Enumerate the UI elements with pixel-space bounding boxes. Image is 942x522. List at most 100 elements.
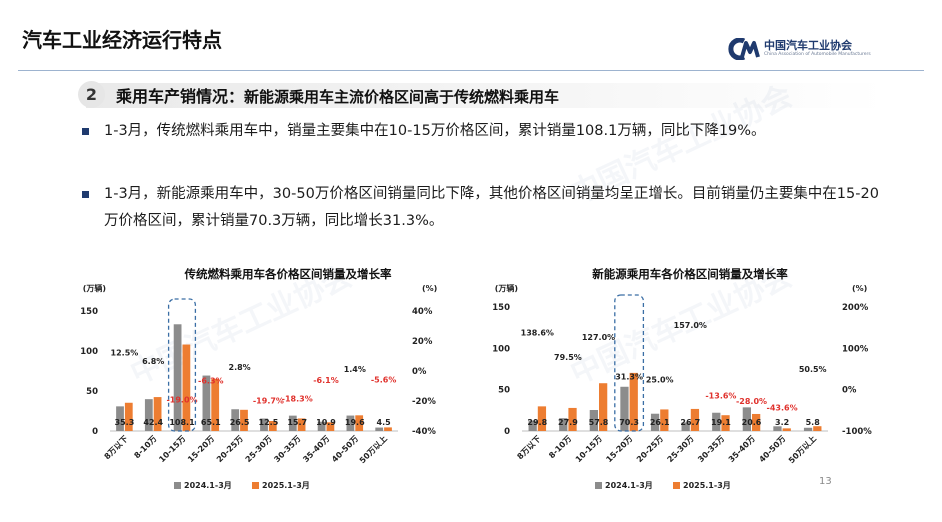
bar-2025 [240,409,248,431]
growth-label: -18.3% [282,394,313,403]
value-label: 27.9 [558,418,578,427]
bar-2024 [288,415,297,431]
bar-2024 [346,415,355,431]
growth-label: -28.0% [736,397,767,406]
header-divider [18,70,924,71]
bar-2025 [599,383,608,431]
value-label: 20.6 [742,418,762,427]
value-label: 70.3 [619,418,639,427]
legend-label-2025: 2025.1-3月 [683,481,731,490]
bar-2024 [375,427,384,431]
bar-2024 [116,406,124,431]
category-label: 8万以下 [515,434,542,461]
section-title-main: 乘用车产销情况： [116,87,245,106]
legend-swatch-2024 [595,482,602,489]
y-axis-unit: (万辆) [83,283,106,293]
bar-2024 [712,412,721,431]
value-label: 29.8 [527,418,547,427]
value-label: 15.7 [287,418,307,427]
bar-2025 [537,406,547,431]
growth-label: -19.7% [253,397,284,406]
growth-label: 138.6% [521,328,554,337]
caam-logo: 中国汽车工业协会 China Association of Automobile… [728,36,878,66]
logo-subtext: China Association of Automobile Manufact… [764,52,871,57]
category-label: 40-50万 [330,434,360,464]
legend-swatch-2025 [252,482,259,489]
value-label: 42.4 [143,418,163,427]
bar-2025 [211,378,220,431]
value-label: 10.9 [316,418,336,427]
growth-label: 2.8% [229,363,251,372]
chart-title: 新能源乘用车各价格区间销量及增长率 [592,267,788,281]
value-label: 57.8 [589,418,609,427]
value-label: 4.5 [377,418,392,427]
logo-icon [728,38,760,60]
bar-2025 [268,421,277,431]
highlight-box [614,294,645,432]
value-label: 3.2 [775,418,789,427]
category-label: 50万以上 [786,433,818,465]
bar-2024 [681,422,690,431]
category-label: 15-20万 [604,434,634,464]
section-title: 乘用车产销情况：新能源乘用车主流价格区间高于传统燃料乘用车 [116,83,559,107]
bullet-text: 1-3月，传统燃料乘用车中，销量主要集中在10-15万价格区间，累计销量108.… [104,123,766,139]
legend-label-2024: 2024.1-3月 [184,481,232,490]
value-label: 19.1 [711,418,731,427]
y2-tick-label: 20% [412,337,433,347]
growth-label: -19.0% [166,396,197,405]
value-label: 26.7 [680,418,700,427]
category-label: 35-40万 [727,434,757,464]
bar-2025 [355,415,364,431]
bar-2024 [589,410,598,431]
growth-label: -43.6% [767,404,798,413]
category-label: 8-10万 [547,434,573,460]
y-tick-label: 100 [492,344,510,354]
bar-2024 [144,399,153,431]
category-label: 25-30万 [666,434,696,464]
category-label: 35-40万 [301,434,331,464]
section-number: 2 [78,81,105,108]
growth-label: 157.0% [674,321,707,330]
value-label: 65.1 [201,418,221,427]
bar-2024 [260,418,268,431]
category-label: 30-35万 [272,434,302,464]
y-tick-label: 50 [498,386,510,396]
bar-2024 [317,421,326,431]
category-label: 8万以下 [103,434,130,461]
y2-tick-label: 40% [412,307,433,317]
category-label: 10-15万 [574,434,604,464]
bar-2024 [559,418,568,431]
bar-2025 [297,418,306,431]
value-label: 19.6 [345,418,365,427]
value-label: 26.1 [650,418,670,427]
category-label: 20-25万 [215,434,245,464]
bar-2024 [773,426,782,431]
growth-label: 50.5% [799,365,827,374]
bullet-square-icon [82,191,89,198]
bar-2024 [650,413,660,431]
bar-2024 [803,427,813,431]
legend-label-2024: 2024.1-3月 [605,481,653,490]
y-tick-label: 150 [492,303,510,313]
legend-swatch-2024 [174,482,181,489]
growth-label: 31.3% [615,373,643,382]
y2-tick-label: 0% [412,367,427,377]
bar-2025 [124,402,133,431]
category-label: 8-10万 [132,434,158,460]
chart-title: 传统燃料乘用车各价格区间销量及增长率 [184,267,392,281]
category-label: 30-35万 [696,434,726,464]
growth-label: -5.6% [371,375,397,384]
bar-2024 [620,386,629,431]
bar-2024 [173,324,182,431]
bar-2025 [629,372,638,431]
bar-2025 [660,409,669,431]
bar-2025 [690,408,700,431]
category-label: 50万以上 [357,433,389,465]
bar-2025 [182,344,191,431]
growth-label: 12.5% [111,348,139,357]
bar-2025 [813,426,822,431]
category-label: 25-30万 [244,434,274,464]
logo-text: 中国汽车工业协会 [764,39,852,52]
y-tick-label: 0 [92,427,98,437]
